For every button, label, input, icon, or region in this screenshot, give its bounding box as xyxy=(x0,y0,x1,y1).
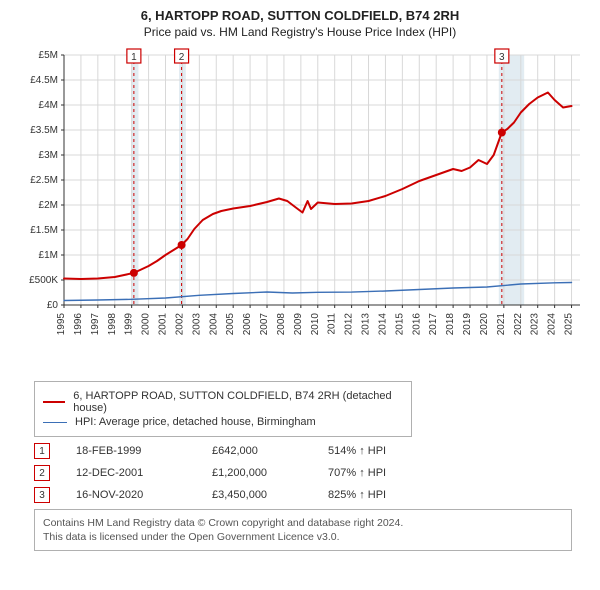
transaction-date: 18-FEB-1999 xyxy=(76,445,186,457)
y-tick-label: £4M xyxy=(39,100,58,111)
x-tick-label: 2011 xyxy=(327,313,338,335)
legend-label: HPI: Average price, detached house, Birm… xyxy=(75,416,316,428)
transaction-pct: 825% ↑ HPI xyxy=(328,489,438,501)
transaction-price: £642,000 xyxy=(212,445,302,457)
x-tick-label: 1995 xyxy=(56,313,67,336)
x-tick-label: 2010 xyxy=(310,313,321,336)
footer-line-1: Contains HM Land Registry data © Crown c… xyxy=(43,516,563,530)
transaction-date: 12-DEC-2001 xyxy=(76,467,186,479)
transaction-row: 2 12-DEC-2001 £1,200,000 707% ↑ HPI xyxy=(34,465,590,481)
x-tick-label: 2025 xyxy=(564,313,575,336)
x-tick-label: 2008 xyxy=(276,313,287,336)
legend-label: 6, HARTOPP ROAD, SUTTON COLDFIELD, B74 2… xyxy=(73,390,403,414)
transaction-marker: 1 xyxy=(34,443,50,459)
x-tick-label: 1999 xyxy=(124,313,135,336)
chart-subtitle: Price paid vs. HM Land Registry's House … xyxy=(4,25,596,39)
transaction-row: 3 16-NOV-2020 £3,450,000 825% ↑ HPI xyxy=(34,487,590,503)
chart-area: £0 £500K £1M £1.5M £2M £2.5M £3M £3.5M £4M £4.5M £… xyxy=(10,45,590,375)
x-tick-label: 2002 xyxy=(174,313,185,336)
transaction-pct: 707% ↑ HPI xyxy=(328,467,438,479)
transaction-price: £1,200,000 xyxy=(212,467,302,479)
event-marker-label: 1 xyxy=(131,52,137,63)
series-dot xyxy=(178,241,186,249)
x-tick-label: 2000 xyxy=(141,313,152,336)
x-tick-label: 2014 xyxy=(377,313,388,336)
line-chart: £0 £500K £1M £1.5M £2M £2.5M £3M £3.5M £4M £4.5M £… xyxy=(10,45,590,375)
y-tick-label: £2M xyxy=(39,200,58,211)
transactions-table: 1 18-FEB-1999 £642,000 514% ↑ HPI 2 12-DEC-20… xyxy=(34,443,590,503)
x-tick-label: 2021 xyxy=(496,313,507,336)
transaction-price: £3,450,000 xyxy=(212,489,302,501)
x-tick-label: 2020 xyxy=(479,313,490,336)
x-tick-label: 2023 xyxy=(530,313,541,336)
event-marker-label: 3 xyxy=(499,52,505,63)
attribution-footer: Contains HM Land Registry data © Crown c… xyxy=(34,509,572,551)
x-tick-label: 2018 xyxy=(445,313,456,336)
x-tick-label: 2004 xyxy=(208,313,219,336)
x-tick-label: 2009 xyxy=(293,313,304,336)
legend-row: 6, HARTOPP ROAD, SUTTON COLDFIELD, B74 2… xyxy=(43,390,403,414)
x-tick-label: 1996 xyxy=(73,313,84,336)
x-tick-label: 2005 xyxy=(225,313,236,336)
y-tick-label: £4.5M xyxy=(30,75,58,86)
legend-swatch xyxy=(43,401,65,403)
transaction-date: 16-NOV-2020 xyxy=(76,489,186,501)
series-dot xyxy=(130,269,138,277)
x-tick-label: 2012 xyxy=(344,313,355,336)
chart-title: 6, HARTOPP ROAD, SUTTON COLDFIELD, B74 2… xyxy=(4,8,596,23)
y-tick-label: £5M xyxy=(39,50,58,61)
x-tick-label: 1998 xyxy=(107,313,118,336)
y-tick-label: £1M xyxy=(39,250,58,261)
transaction-pct: 514% ↑ HPI xyxy=(328,445,438,457)
y-tick-label: £1.5M xyxy=(30,225,58,236)
y-tick-label: £500K xyxy=(29,275,58,286)
transaction-row: 1 18-FEB-1999 £642,000 514% ↑ HPI xyxy=(34,443,590,459)
x-tick-label: 2015 xyxy=(394,313,405,336)
legend-swatch xyxy=(43,422,67,423)
x-tick-label: 2016 xyxy=(411,313,422,336)
x-tick-label: 2013 xyxy=(361,313,372,336)
y-tick-label: £0 xyxy=(47,300,59,311)
legend-row: HPI: Average price, detached house, Birm… xyxy=(43,416,403,428)
event-marker-label: 2 xyxy=(179,52,185,63)
page-root: 6, HARTOPP ROAD, SUTTON COLDFIELD, B74 2… xyxy=(0,0,600,551)
x-tick-label: 2001 xyxy=(158,313,169,336)
chart-titles: 6, HARTOPP ROAD, SUTTON COLDFIELD, B74 2… xyxy=(0,0,600,41)
x-tick-label: 2006 xyxy=(242,313,253,336)
series-dot xyxy=(498,129,506,137)
x-tick-label: 1997 xyxy=(90,313,101,336)
x-tick-label: 2024 xyxy=(547,313,558,336)
transaction-marker: 2 xyxy=(34,465,50,481)
y-tick-label: £2.5M xyxy=(30,175,58,186)
y-tick-label: £3.5M xyxy=(30,125,58,136)
x-tick-label: 2017 xyxy=(428,313,439,336)
x-tick-label: 2003 xyxy=(191,313,202,336)
x-tick-label: 2007 xyxy=(259,313,270,336)
y-tick-label: £3M xyxy=(39,150,58,161)
legend: 6, HARTOPP ROAD, SUTTON COLDFIELD, B74 2… xyxy=(34,381,412,437)
x-tick-label: 2019 xyxy=(462,313,473,336)
footer-line-2: This data is licensed under the Open Gov… xyxy=(43,530,563,544)
x-tick-label: 2022 xyxy=(513,313,524,336)
transaction-marker: 3 xyxy=(34,487,50,503)
